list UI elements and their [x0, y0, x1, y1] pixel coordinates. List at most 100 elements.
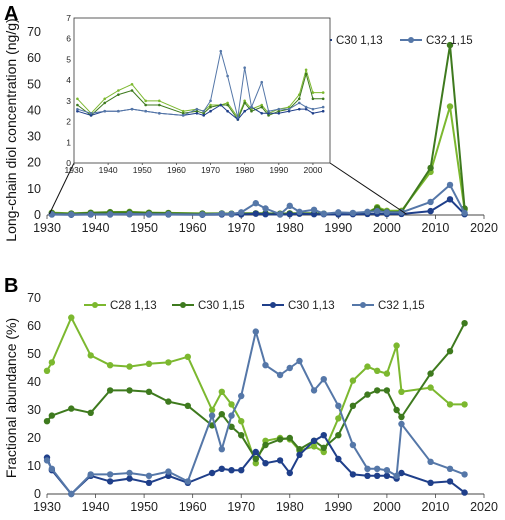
- a-inset-x-tick-label: 1970: [201, 165, 220, 175]
- a-main-point-c30-1-13: [446, 196, 454, 203]
- a-inset-point-c28-1-13: [311, 91, 315, 94]
- b-point-c28-1-13: [461, 401, 468, 408]
- panel-a-y-axis-label: Long-chain diol concentration (ng/g): [3, 18, 19, 241]
- b-point-c30-1-13: [310, 437, 318, 444]
- a-main-x-tick-label: 1990: [324, 221, 352, 235]
- a-main-point-c30-1-15: [427, 164, 434, 172]
- b-point-c30-1-15: [393, 406, 400, 414]
- a-inset-point-c30-1-13: [226, 109, 229, 113]
- b-point-c32-1-15: [87, 471, 94, 478]
- a-inset-point-c30-1-13: [297, 107, 301, 111]
- a-inset-point-c30-1-13: [277, 111, 281, 115]
- a-inset-x-tick-label: 1940: [99, 165, 118, 175]
- a-inset-point-c28-1-13: [130, 82, 134, 86]
- b-point-c28-1-13: [48, 359, 56, 366]
- b-series-line-c32-1-15: [46, 330, 465, 495]
- b-point-c32-1-15: [43, 457, 51, 464]
- b-point-c30-1-13: [218, 465, 225, 472]
- a-main-x-tick-label: 1980: [276, 221, 304, 235]
- a-main-point-c32-1-15: [238, 209, 245, 216]
- a-main-point-c32-1-15: [165, 211, 172, 218]
- b-point-c30-1-15: [446, 348, 454, 355]
- a-inset-point-c28-1-13: [144, 99, 147, 103]
- a-inset-y-tick-label: 7: [66, 13, 71, 23]
- b-point-c30-1-13: [446, 478, 454, 485]
- a-inset-x-tick-label: 1990: [269, 165, 288, 175]
- a-inset-point-c30-1-15: [117, 93, 120, 96]
- a-inset-point-c30-1-15: [226, 103, 229, 107]
- a-inset-point-c32-1-15: [311, 107, 315, 111]
- b-point-c30-1-13: [262, 460, 269, 467]
- b-point-c30-1-15: [165, 398, 172, 405]
- a-main-y-tick-label: 50: [27, 77, 41, 91]
- b-x-tick-label: 2010: [422, 500, 450, 514]
- a-main-point-c30-1-13: [262, 211, 269, 218]
- b-x-tick-label: 1970: [227, 500, 255, 514]
- a-main-x-tick-label: 2000: [373, 221, 401, 235]
- b-point-c30-1-15: [106, 387, 114, 394]
- a-main-point-c32-1-15: [145, 211, 153, 218]
- a-main-point-c32-1-15: [87, 211, 94, 218]
- b-point-c30-1-15: [320, 444, 327, 451]
- a-inset-point-c28-1-13: [304, 68, 308, 72]
- b-point-c32-1-15: [252, 328, 259, 335]
- b-point-c32-1-15: [398, 420, 405, 428]
- a-inset-point-c30-1-13: [219, 103, 223, 107]
- panel-b-legend: C28 1,13 C30 1,15 C30 1,13 C32 1,15: [84, 300, 425, 312]
- a-main-point-c32-1-15: [262, 205, 269, 212]
- a-inset-point-c30-1-15: [267, 114, 270, 117]
- panel-a-legend-marker-c32-1-15: [408, 37, 414, 43]
- a-inset-point-c30-1-15: [297, 97, 301, 101]
- a-main-y-tick-label: 60: [27, 51, 41, 65]
- b-y-tick-label: 70: [27, 291, 41, 305]
- a-inset-point-c30-1-15: [260, 105, 264, 109]
- b-point-c30-1-15: [252, 455, 259, 463]
- a-main-point-c30-1-13: [286, 211, 293, 218]
- b-point-c30-1-15: [48, 412, 56, 419]
- b-point-c32-1-15: [320, 376, 327, 383]
- a-inset-y-tick-label: 1: [66, 137, 71, 147]
- panel-b-legend-label-c28-1-13: C28 1,13: [110, 300, 157, 312]
- a-inset-point-c32-1-15: [202, 109, 206, 113]
- b-x-tick-label: 1990: [324, 500, 352, 514]
- b-point-c30-1-13: [373, 472, 381, 479]
- a-inset-point-c32-1-15: [250, 105, 253, 109]
- a-inset-y-tick-label: 0: [66, 158, 71, 168]
- b-point-c32-1-15: [461, 471, 468, 478]
- b-point-c32-1-15: [373, 465, 381, 472]
- a-main-y-tick-label: 0: [34, 208, 41, 222]
- b-point-c32-1-15: [310, 387, 318, 394]
- b-point-c28-1-13: [364, 363, 371, 370]
- b-point-c32-1-15: [393, 472, 400, 479]
- a-main-y-tick-label: 20: [27, 156, 41, 170]
- b-point-c28-1-13: [228, 401, 235, 408]
- a-inset-point-c32-1-15: [287, 107, 291, 111]
- a-main-y-tick-label: 70: [27, 25, 41, 39]
- panel-b-label: B: [4, 275, 18, 297]
- a-inset-series-line-c32-1-15: [77, 50, 324, 118]
- a-inset-y-tick-label: 4: [66, 75, 71, 85]
- b-point-c30-1-13: [383, 472, 391, 479]
- a-main-point-c32-1-15: [218, 210, 225, 217]
- b-point-c28-1-13: [238, 418, 245, 425]
- b-point-c30-1-13: [364, 472, 371, 479]
- b-point-c28-1-13: [218, 388, 225, 395]
- a-inset-y-tick-label: 6: [66, 34, 71, 44]
- a-main-point-c32-1-15: [383, 209, 391, 216]
- b-point-c30-1-13: [296, 451, 303, 458]
- a-inset-point-c28-1-13: [103, 97, 107, 101]
- b-point-c30-1-15: [427, 370, 434, 377]
- b-point-c30-1-15: [228, 423, 235, 430]
- b-y-tick-label: 60: [27, 319, 41, 333]
- a-main-point-c30-1-13: [427, 207, 434, 215]
- b-point-c30-1-15: [145, 388, 153, 395]
- a-main-x-tick-label: 1950: [130, 221, 158, 235]
- a-main-point-c32-1-15: [126, 210, 133, 218]
- a-main-point-c30-1-15: [446, 41, 454, 49]
- b-point-c30-1-15: [68, 405, 75, 412]
- a-inset-x-tick-label: 1980: [235, 165, 254, 175]
- b-point-c30-1-15: [296, 446, 303, 453]
- b-x-tick-label: 1950: [130, 500, 158, 514]
- a-inset-point-c32-1-15: [226, 74, 229, 78]
- b-point-c28-1-13: [184, 353, 192, 360]
